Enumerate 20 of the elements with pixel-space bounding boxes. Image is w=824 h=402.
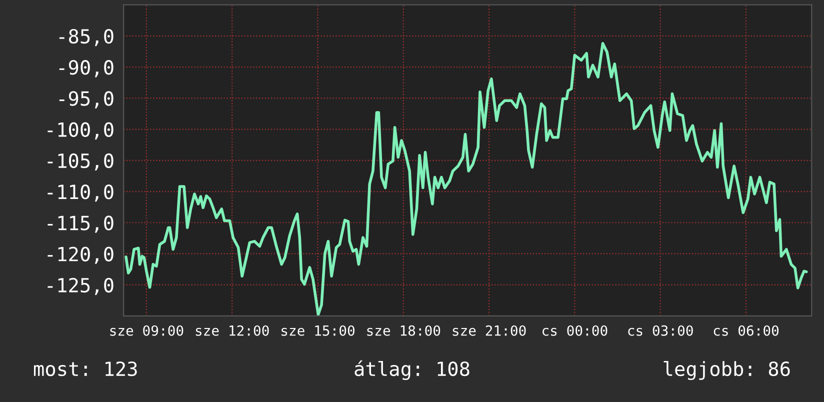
y-tick-label: -105,0 [48,153,114,171]
y-tick-label: -110,0 [48,184,114,202]
y-tick-label: -125,0 [48,278,114,296]
text: most: 123 [34,361,137,376]
x-tick-label: cs 06:00 [714,325,779,336]
y-tick-label: -120,0 [48,246,114,264]
y-tick-label: -90,0 [59,60,114,78]
text: átlag: 108 [354,360,470,380]
y-tick-label: -100,0 [48,122,114,140]
x-tick-label: cs 03:00 [628,325,693,336]
text: legjobb: 86 [664,360,790,380]
x-tick-label: sze 21:00 [452,325,526,336]
y-tick-label: -85,0 [59,28,114,46]
x-tick-label: cs 00:00 [542,325,608,336]
x-tick-label: sze 12:00 [196,325,269,336]
x-tick-label: sze 15:00 [282,325,354,336]
x-tick-label: sze 09:00 [110,325,184,336]
y-tick-label: -115,0 [48,216,114,233]
y-tick-label: -95,0 [59,91,114,108]
x-tick-label: sze 18:00 [367,325,440,336]
